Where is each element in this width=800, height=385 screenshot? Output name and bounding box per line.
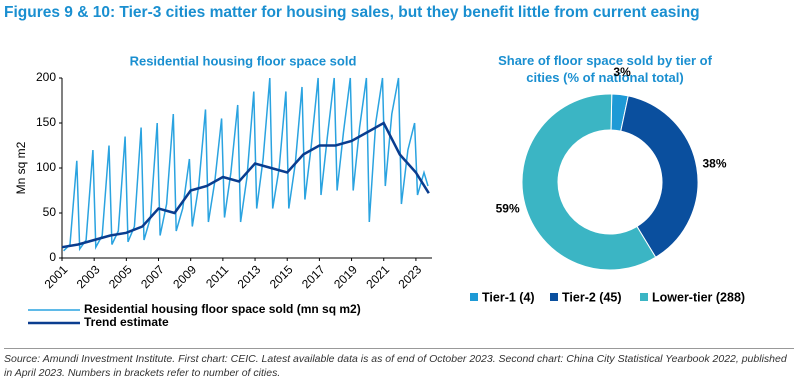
legend-label: Residential housing floor space sold (mn… bbox=[84, 302, 361, 316]
chart-title: Residential housing floor space sold bbox=[130, 53, 357, 68]
page-title: Figures 9 & 10: Tier-3 cities matter for… bbox=[4, 4, 700, 21]
source-note: Source: Amundi Investment Institute. Fir… bbox=[4, 348, 794, 380]
x-tick-label: 2001 bbox=[42, 262, 71, 291]
x-tick-label: 2017 bbox=[299, 262, 328, 291]
legend-label: Lower-tier (288) bbox=[652, 290, 745, 304]
x-tick-label: 2021 bbox=[363, 262, 392, 291]
slice-label: 38% bbox=[702, 156, 726, 170]
series-line bbox=[63, 77, 429, 252]
x-tick-label: 2015 bbox=[267, 262, 296, 291]
legend-swatch bbox=[640, 293, 648, 301]
donut-slice bbox=[620, 95, 699, 258]
y-tick-label: 50 bbox=[43, 205, 57, 219]
y-tick-label: 100 bbox=[36, 160, 56, 174]
x-tick-label: 2005 bbox=[106, 262, 135, 291]
series-line bbox=[61, 121, 430, 249]
y-tick-label: 200 bbox=[36, 70, 56, 84]
charts: Residential housing floor space sold Mn s… bbox=[14, 53, 745, 329]
x-tick-label: 2013 bbox=[235, 262, 264, 291]
x-tick-label: 2007 bbox=[138, 262, 167, 291]
x-tick-label: 2009 bbox=[170, 262, 199, 291]
legend-label: Tier-1 (4) bbox=[482, 290, 535, 304]
legend-swatch bbox=[470, 293, 478, 301]
y-axis-label: Mn sq m2 bbox=[14, 141, 28, 194]
legend-label: Tier-2 (45) bbox=[562, 290, 622, 304]
x-tick-label: 2023 bbox=[395, 262, 424, 291]
y-tick-label: 150 bbox=[36, 115, 56, 129]
legend-swatch bbox=[550, 293, 558, 301]
legend-label: Trend estimate bbox=[84, 315, 169, 329]
x-tick-label: 2019 bbox=[331, 262, 360, 291]
slice-label: 3% bbox=[613, 65, 631, 79]
donut-slice bbox=[521, 93, 657, 271]
x-tick-label: 2011 bbox=[203, 262, 231, 290]
x-tick-label: 2003 bbox=[74, 262, 103, 291]
chart-title: Share of floor space sold by tier of citi… bbox=[498, 53, 712, 85]
y-tick-label: 0 bbox=[49, 250, 56, 264]
slice-label: 59% bbox=[496, 202, 520, 216]
